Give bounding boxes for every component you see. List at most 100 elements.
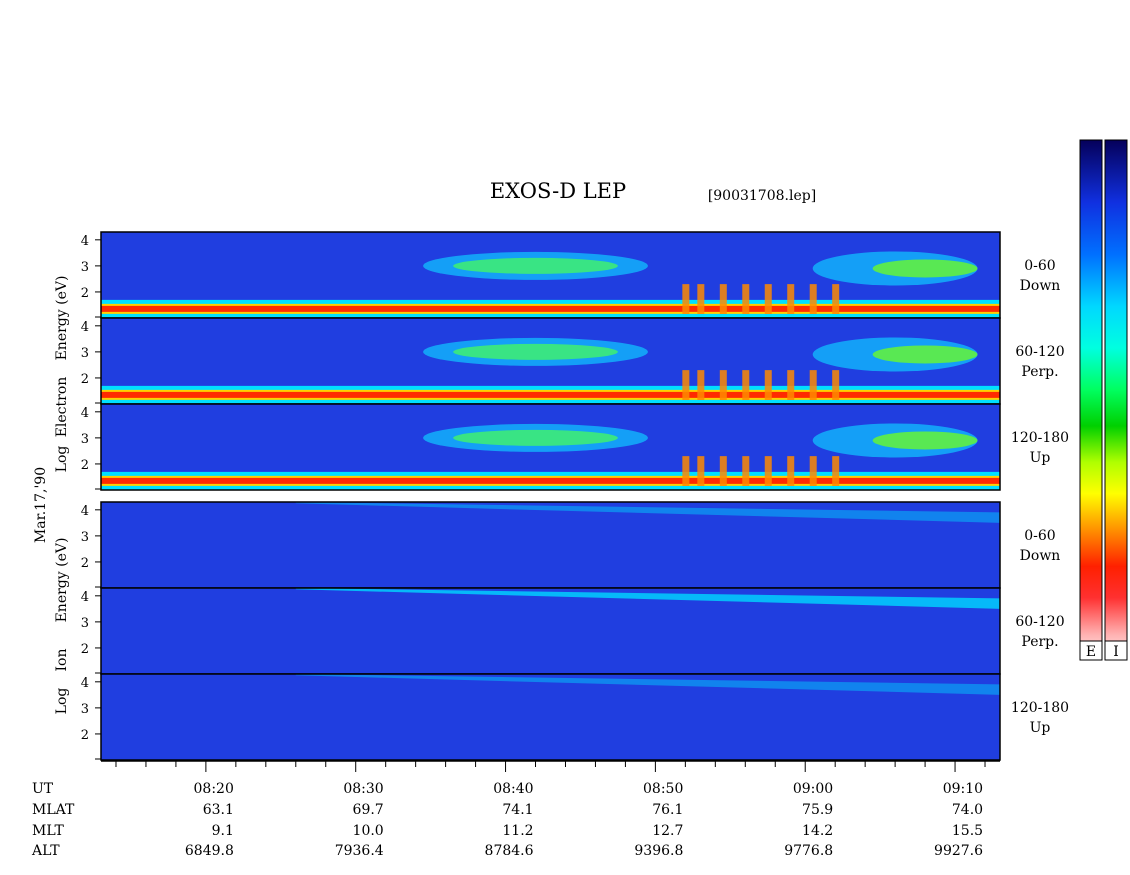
electron-panel-3-spike-4 <box>742 456 750 486</box>
ephemeris-label-alt: ALT <box>31 843 60 859</box>
colorbar-ion-scale <box>1104 139 1128 661</box>
electron-ylabel: Log Electron Energy (eV) <box>54 276 70 473</box>
electron-panel-1-ytick-label-1: 4 <box>81 234 89 249</box>
ion-panel-3-label-angle: 120-180 <box>1011 700 1069 716</box>
electron-ylabel-line2: Electron <box>54 377 70 438</box>
electron-panel-3-ytick-label-2: 3 <box>81 432 89 447</box>
electron-panel-2-ytick-label-3: 2 <box>81 372 89 387</box>
ephemeris-value-mlt-2: 10.0 <box>353 823 384 839</box>
ion-panel-3-ytick-label-3: 2 <box>81 728 89 743</box>
ephemeris-value-ut-3: 08:40 <box>493 781 533 797</box>
chart-title: EXOS-D LEP <box>490 179 626 203</box>
electron-panel-3-frame <box>100 403 1001 491</box>
electron-panel-3-ytick-label-1: 4 <box>81 406 89 421</box>
ion-panel-1-ytick-label-2: 3 <box>81 530 89 545</box>
ion-panel-1-label-direction: Down <box>1020 548 1061 564</box>
electron-panel-2-label-direction: Perp. <box>1021 364 1058 380</box>
ephemeris-table: UT 08:20 08:30 08:40 08:50 09:00 09:10 MLAT 63.1… <box>31 781 983 859</box>
electron-panel-3-blob-1-core <box>453 429 618 446</box>
ion-ylabel: Log Ion Energy (eV) <box>54 538 70 715</box>
ephemeris-value-alt-2: 7936.4 <box>335 843 384 859</box>
electron-panel-3-spike-6 <box>787 456 795 486</box>
electron-panel-3-spike-7 <box>809 456 817 486</box>
ephemeris-value-ut-1: 08:20 <box>194 781 234 797</box>
electron-panel-3-spike-2 <box>697 456 705 486</box>
ephemeris-value-mlt-6: 15.5 <box>952 823 983 839</box>
electron-ylabel-line3: Energy (eV) <box>54 276 70 361</box>
ephemeris-value-mlat-2: 69.7 <box>353 802 384 818</box>
ion-panel-2-ytick-label-2: 3 <box>81 616 89 631</box>
ion-panel-2-ytick-label-3: 2 <box>81 642 89 657</box>
ephemeris-value-ut-4: 08:50 <box>643 781 683 797</box>
electron-panel-3-label-angle: 120-180 <box>1011 430 1069 446</box>
electron-panel-2-spike-3 <box>719 370 727 400</box>
date-label: Mar.17,'90 <box>33 467 49 543</box>
electron-panel-1-spike-7 <box>809 284 817 314</box>
electron-panel-3-label-direction: Up <box>1030 450 1051 466</box>
ion-ylabel-line3: Energy (eV) <box>54 538 70 623</box>
electron-panel-2: 4 3 2 60-120 Perp. <box>81 317 1065 405</box>
ephemeris-label-ut: UT <box>32 781 54 797</box>
ion-panel-1: 4 3 2 0-60 Down <box>81 501 1061 589</box>
electron-panel-2-spike-2 <box>697 370 705 400</box>
colorbar-ion: I <box>1104 139 1128 661</box>
electron-panel-2-spike-7 <box>809 370 817 400</box>
time-axis <box>101 760 1000 772</box>
ion-panel-1-texture <box>101 502 1000 588</box>
ephemeris-label-mlat: MLAT <box>32 802 75 818</box>
electron-panel-3: 4 3 2 120-180 Up <box>81 403 1069 491</box>
ion-panel-3: 4 3 2 120-180 Up <box>81 673 1069 761</box>
electron-panel-2-blob-1-core <box>453 343 618 360</box>
electron-panel-1-blob-2-core <box>872 259 978 278</box>
electron-panel-1-label-angle: 0-60 <box>1024 258 1055 274</box>
electron-panel-3-spike-8 <box>832 456 840 486</box>
ephemeris-value-mlat-5: 75.9 <box>802 802 833 818</box>
ephemeris-value-mlt-1: 9.1 <box>212 823 234 839</box>
electron-panel-1-spike-2 <box>697 284 705 314</box>
electron-panel-2-spike-5 <box>764 370 772 400</box>
ephemeris-label-mlt: MLT <box>32 823 64 839</box>
ion-panel-1-ytick-label-1: 4 <box>81 504 89 519</box>
ion-panel-3-texture <box>101 674 1000 760</box>
electron-panel-2-ytick-label-1: 4 <box>81 320 89 335</box>
electron-panel-3-spike-3 <box>719 456 727 486</box>
ion-panel-2-band <box>295 588 1000 609</box>
panels-group: 4 3 2 0-60 Down 4 3 2 60-120 Perp. 4 3 2 120-180 Up 4 3 2… <box>81 231 1069 761</box>
ion-panel-1-ytick-label-3: 2 <box>81 556 89 571</box>
colorbar-electron: E <box>1079 139 1103 661</box>
electron-panel-1-spike-5 <box>764 284 772 314</box>
ephemeris-value-alt-5: 9776.8 <box>784 843 833 859</box>
electron-panel-3-spike-5 <box>764 456 772 486</box>
electron-panel-2-blob-2-core <box>872 345 978 364</box>
ion-panel-3-label-direction: Up <box>1030 720 1051 736</box>
ephemeris-value-ut-2: 08:30 <box>343 781 383 797</box>
ephemeris-value-mlt-5: 14.2 <box>802 823 833 839</box>
ion-ylabel-line2: Ion <box>54 649 70 672</box>
electron-panel-3-ytick-label-3: 2 <box>81 458 89 473</box>
ion-panel-3-frame <box>100 673 1001 761</box>
electron-panel-1-spike-4 <box>742 284 750 314</box>
electron-panel-1: 4 3 2 0-60 Down <box>81 231 1061 319</box>
electron-panel-1-ytick-label-2: 3 <box>81 260 89 275</box>
colorbar-electron-scale <box>1079 139 1103 661</box>
ion-panel-3-ytick-label-2: 3 <box>81 702 89 717</box>
ephemeris-value-mlat-6: 74.0 <box>952 802 983 818</box>
ephemeris-value-alt-6: 9927.6 <box>934 843 983 859</box>
electron-panel-1-spike-6 <box>787 284 795 314</box>
electron-panel-1-spike-3 <box>719 284 727 314</box>
electron-panel-2-spike-4 <box>742 370 750 400</box>
colorbar-electron-labelbox <box>1079 640 1103 661</box>
ephemeris-value-alt-4: 9396.8 <box>634 843 683 859</box>
ephemeris-value-mlat-4: 76.1 <box>652 802 683 818</box>
colorbar-ion-label: I <box>1113 644 1119 660</box>
colorbar-electron-label: E <box>1086 644 1096 660</box>
electron-panel-1-label-direction: Down <box>1020 278 1061 294</box>
electron-panel-2-label-angle: 60-120 <box>1015 344 1064 360</box>
electron-panel-1-band-core <box>101 305 1000 312</box>
ion-panel-3-band <box>295 674 1000 695</box>
electron-panel-3-spike-1 <box>682 456 690 486</box>
electron-panel-3-blob-2-core <box>872 431 978 450</box>
colorbar-ion-labelbox <box>1104 640 1128 661</box>
ephemeris-value-mlat-3: 74.1 <box>502 802 533 818</box>
ephemeris-value-ut-5: 09:00 <box>793 781 833 797</box>
